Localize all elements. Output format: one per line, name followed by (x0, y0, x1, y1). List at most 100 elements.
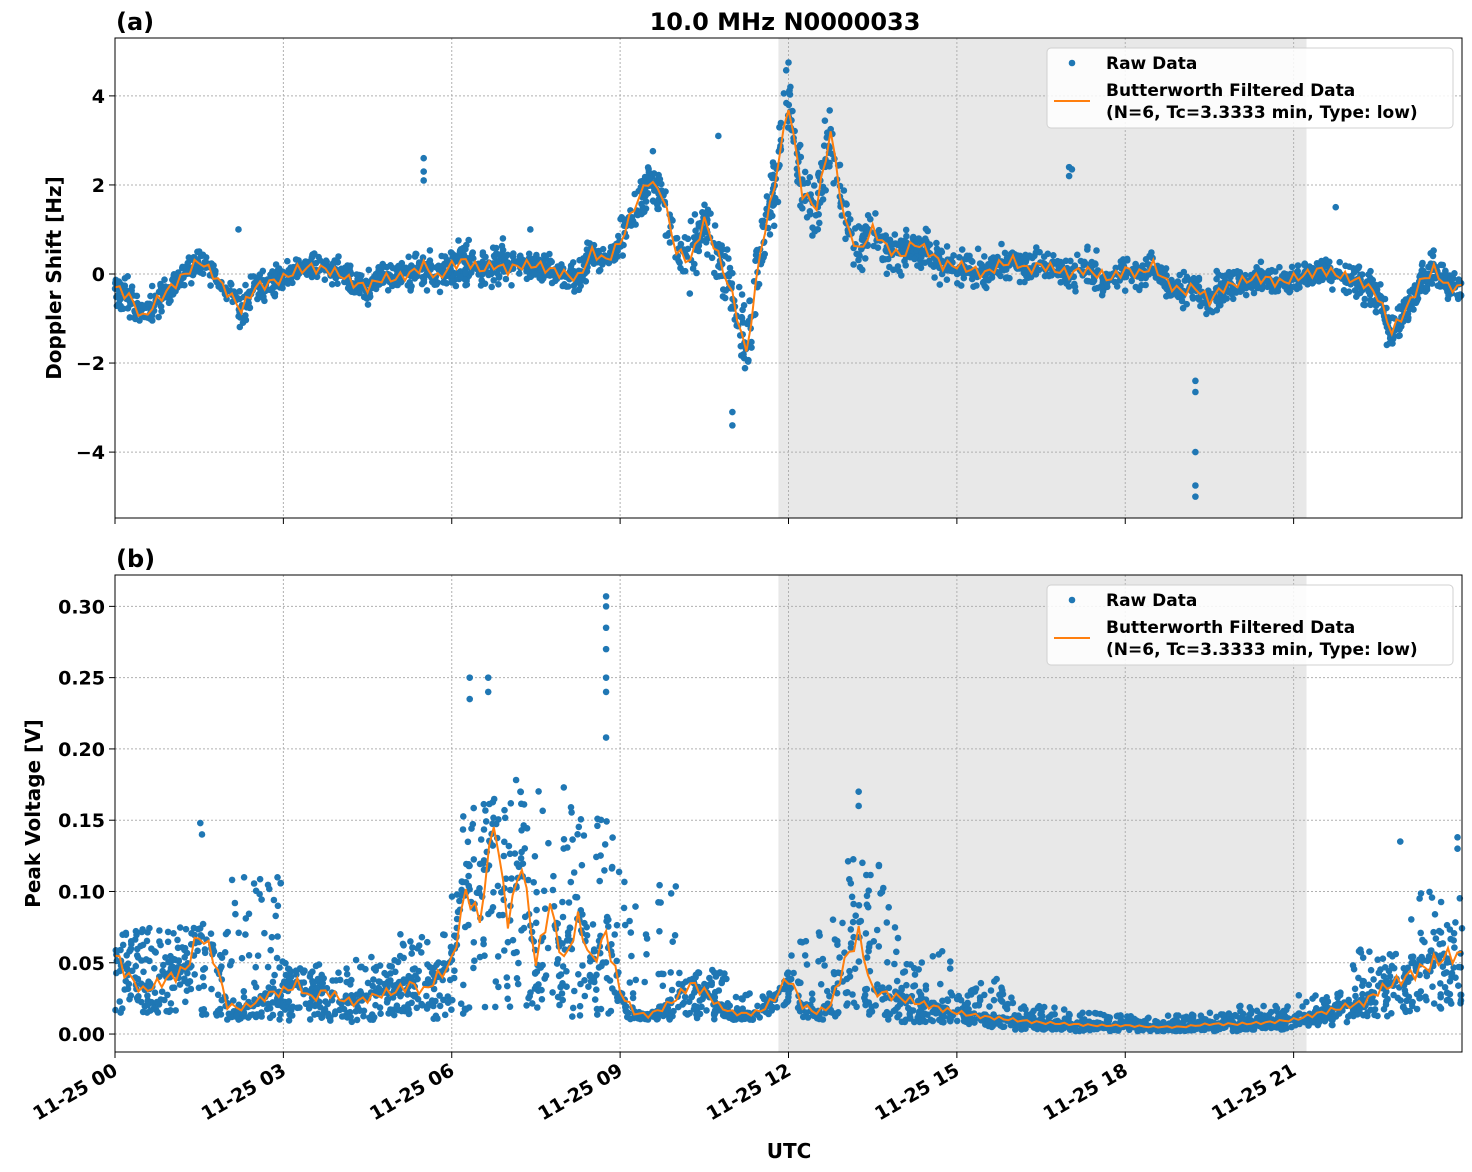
raw-data-point (516, 270, 523, 277)
raw-data-point (971, 1002, 979, 1009)
raw-data-point (960, 1017, 968, 1025)
raw-data-point (1000, 266, 1008, 274)
raw-data-point (1437, 1005, 1445, 1012)
raw-data-point (571, 288, 578, 295)
raw-data-point (150, 1004, 158, 1012)
raw-data-point (353, 1016, 361, 1024)
raw-data-point (1216, 1025, 1224, 1033)
raw-data-point (386, 962, 394, 970)
raw-data-point (887, 238, 894, 246)
raw-data-point (208, 985, 215, 993)
raw-data-point (839, 919, 846, 927)
raw-data-point (672, 883, 680, 890)
raw-data-point (806, 174, 814, 181)
raw-data-point (632, 221, 639, 228)
raw-data-point (548, 258, 555, 266)
y-tick-label: 0.30 (58, 596, 105, 618)
raw-data-point (684, 235, 692, 243)
raw-data-point (632, 903, 639, 910)
raw-data-point (855, 902, 863, 909)
raw-data-point (655, 205, 662, 213)
raw-data-point (1022, 258, 1030, 266)
raw-data-point (814, 226, 822, 233)
raw-data-point (482, 818, 490, 825)
raw-data-point (572, 893, 579, 901)
raw-data-point (553, 960, 561, 967)
raw-data-point (436, 1002, 444, 1010)
raw-data-point (328, 281, 336, 288)
raw-data-point (979, 279, 987, 287)
raw-data-point (1360, 301, 1367, 309)
raw-data-point (422, 271, 430, 279)
raw-data-point (1336, 258, 1343, 266)
raw-data-point (259, 267, 267, 275)
raw-data-point (947, 958, 954, 965)
raw-data-point (822, 187, 829, 194)
raw-data-point (126, 995, 133, 1003)
raw-data-point (1422, 993, 1429, 1001)
raw-data-point (309, 252, 316, 259)
raw-data-point (754, 1002, 761, 1010)
raw-data-point (808, 990, 816, 997)
raw-data-point (465, 921, 472, 929)
raw-data-point (452, 282, 460, 290)
raw-data-point (1457, 964, 1465, 971)
raw-data-point (968, 987, 976, 994)
raw-data-point (605, 1010, 612, 1017)
raw-data-point (569, 836, 576, 843)
raw-data-point (132, 962, 140, 970)
raw-data-point (949, 267, 956, 275)
raw-data-point (711, 269, 718, 277)
raw-data-point (113, 957, 121, 965)
raw-data-point (207, 282, 214, 289)
raw-data-point (1430, 1000, 1438, 1007)
raw-data-point (873, 926, 881, 934)
raw-data-point (820, 142, 828, 149)
raw-data-outlier (420, 177, 427, 184)
y-tick-label: 0.05 (58, 953, 105, 975)
raw-data-point (534, 1004, 541, 1011)
raw-data-point (498, 242, 506, 250)
raw-data-point (119, 941, 127, 949)
raw-data-point (1164, 1012, 1172, 1019)
raw-data-point (591, 996, 599, 1003)
raw-data-point (545, 839, 552, 847)
raw-data-point (679, 1001, 686, 1008)
raw-data-point (686, 290, 694, 297)
raw-data-point (720, 286, 727, 293)
raw-data-point (533, 906, 540, 914)
raw-data-point (595, 267, 603, 275)
raw-data-point (501, 947, 508, 954)
raw-data-point (590, 946, 598, 953)
raw-data-point (126, 314, 134, 321)
raw-data-point (655, 899, 662, 906)
raw-data-point (976, 994, 984, 1001)
raw-data-point (470, 856, 478, 863)
raw-data-point (1093, 1010, 1100, 1017)
raw-data-point (899, 969, 907, 976)
raw-data-point (1148, 249, 1155, 256)
raw-data-point (809, 232, 816, 239)
raw-data-point (240, 988, 248, 995)
raw-data-point (329, 260, 337, 267)
raw-data-point (660, 970, 667, 978)
raw-data-point (589, 921, 597, 928)
raw-data-point (518, 800, 525, 808)
raw-data-point (1258, 283, 1266, 291)
raw-data-point (460, 981, 467, 989)
raw-data-point (619, 252, 626, 259)
legend-filtered-label-line: Butterworth Filtered Data (1106, 81, 1355, 101)
raw-data-point (470, 804, 478, 812)
raw-data-point (875, 861, 883, 869)
raw-data-point (643, 951, 650, 958)
raw-data-point (224, 928, 231, 936)
raw-data-point (735, 283, 743, 291)
raw-data-point (746, 297, 754, 304)
raw-data-point (347, 262, 354, 270)
raw-data-point (335, 253, 342, 260)
y-tick-label: 0 (92, 264, 105, 286)
raw-data-point (862, 986, 869, 993)
raw-data-point (272, 261, 280, 268)
raw-data-point (721, 252, 729, 260)
raw-data-point (199, 251, 207, 259)
